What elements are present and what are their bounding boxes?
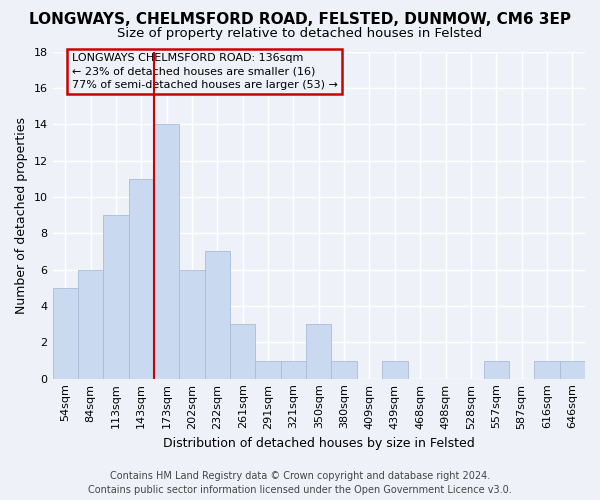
Bar [256, 360, 281, 378]
Bar [78, 270, 103, 378]
Text: LONGWAYS, CHELMSFORD ROAD, FELSTED, DUNMOW, CM6 3EP: LONGWAYS, CHELMSFORD ROAD, FELSTED, DUNM… [29, 12, 571, 28]
Bar [484, 360, 509, 378]
Text: Contains HM Land Registry data © Crown copyright and database right 2024.
Contai: Contains HM Land Registry data © Crown c… [88, 471, 512, 495]
Y-axis label: Number of detached properties: Number of detached properties [15, 116, 28, 314]
Bar [331, 360, 357, 378]
Bar [53, 288, 78, 378]
Bar [103, 215, 128, 378]
Text: LONGWAYS CHELMSFORD ROAD: 136sqm
← 23% of detached houses are smaller (16)
77% o: LONGWAYS CHELMSFORD ROAD: 136sqm ← 23% o… [71, 54, 337, 90]
Text: Size of property relative to detached houses in Felsted: Size of property relative to detached ho… [118, 28, 482, 40]
Bar [306, 324, 331, 378]
X-axis label: Distribution of detached houses by size in Felsted: Distribution of detached houses by size … [163, 437, 475, 450]
Bar [534, 360, 560, 378]
Bar [154, 124, 179, 378]
Bar [230, 324, 256, 378]
Bar [560, 360, 585, 378]
Bar [205, 252, 230, 378]
Bar [382, 360, 407, 378]
Bar [281, 360, 306, 378]
Bar [128, 178, 154, 378]
Bar [179, 270, 205, 378]
